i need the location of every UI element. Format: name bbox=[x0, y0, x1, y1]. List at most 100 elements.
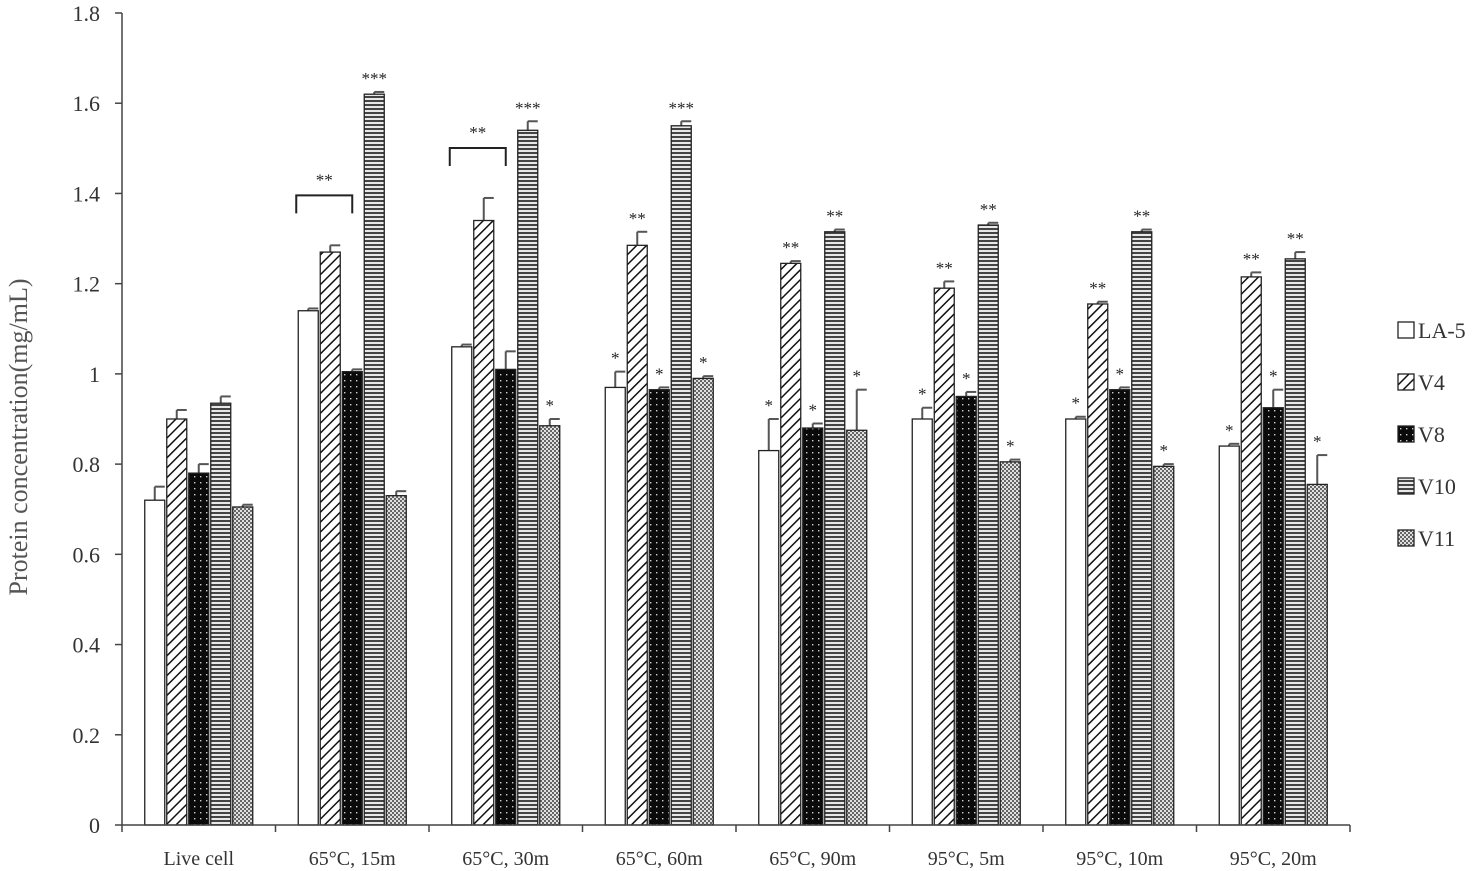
legend-swatch bbox=[1397, 321, 1415, 339]
bar bbox=[1153, 465, 1175, 826]
bar bbox=[1109, 389, 1131, 826]
legend-label: V10 bbox=[1418, 474, 1456, 499]
y-tick-label: 0.4 bbox=[73, 633, 101, 658]
bar bbox=[495, 368, 517, 826]
significance-label: ** bbox=[1243, 249, 1260, 268]
significance-label: * bbox=[1225, 421, 1234, 440]
bar bbox=[232, 506, 254, 826]
bar bbox=[824, 231, 846, 826]
y-tick-label: 0.6 bbox=[73, 542, 101, 567]
bar bbox=[451, 346, 473, 826]
significance-label: * bbox=[699, 353, 708, 372]
axes bbox=[121, 13, 1351, 832]
y-tick-label: 0.2 bbox=[73, 723, 101, 748]
bar bbox=[319, 251, 341, 826]
bar bbox=[166, 418, 188, 826]
category-labels: Live cell 65°C, 15m 65°C, 30m 65°C, 60m 65°C… bbox=[163, 848, 1317, 870]
bar bbox=[1218, 445, 1240, 826]
bar bbox=[1131, 231, 1153, 826]
significance-label: * bbox=[1006, 437, 1015, 456]
significance-label: ** bbox=[980, 200, 997, 219]
significance-label: *** bbox=[362, 69, 388, 88]
bar bbox=[517, 129, 539, 826]
significance-label: ** bbox=[1133, 207, 1150, 226]
bar bbox=[911, 418, 933, 826]
y-tick-label: 1.8 bbox=[73, 1, 101, 26]
bar bbox=[670, 125, 692, 826]
bar bbox=[648, 389, 670, 826]
bar bbox=[1284, 258, 1306, 826]
bar bbox=[1065, 418, 1087, 826]
bar bbox=[692, 377, 714, 826]
bar bbox=[539, 425, 561, 826]
bar bbox=[780, 262, 802, 826]
significance-label: * bbox=[809, 401, 818, 420]
category-label: 65°C, 30m bbox=[462, 848, 549, 870]
significance-label: ** bbox=[936, 258, 953, 277]
significance-label: ** bbox=[1089, 279, 1106, 298]
significance-label: * bbox=[1160, 441, 1169, 460]
y-tick-label: 1.4 bbox=[73, 181, 101, 206]
bar bbox=[604, 386, 626, 826]
bar bbox=[473, 219, 495, 826]
bar bbox=[1087, 303, 1109, 826]
legend-swatch bbox=[1397, 373, 1415, 391]
bracket-label: ** bbox=[316, 170, 333, 189]
significance-label: * bbox=[655, 364, 664, 383]
category-label: 95°C, 20m bbox=[1230, 848, 1317, 870]
bar bbox=[297, 310, 319, 826]
y-tick-label: 0.8 bbox=[73, 452, 101, 477]
significance-label: * bbox=[1116, 364, 1125, 383]
category-label: 65°C, 90m bbox=[769, 848, 856, 870]
significance-label: ** bbox=[629, 209, 646, 228]
significance-label: * bbox=[1269, 367, 1278, 386]
significance-label: * bbox=[1313, 432, 1322, 451]
bar bbox=[1262, 407, 1284, 826]
significance-bracket bbox=[295, 194, 354, 214]
bar bbox=[1240, 276, 1262, 826]
y-tick-label: 1 bbox=[89, 362, 100, 387]
significance-label: * bbox=[918, 385, 927, 404]
bracket-label: ** bbox=[469, 123, 486, 142]
legend-swatch bbox=[1397, 425, 1415, 443]
bar bbox=[188, 472, 210, 826]
legend-label: V8 bbox=[1418, 422, 1445, 447]
y-axis-label: Protein concentration(mg/mL) bbox=[4, 279, 33, 596]
legend-label: V4 bbox=[1418, 370, 1445, 395]
significance-layer: *** *************** * ******* ***** ** *******… bbox=[295, 69, 1322, 460]
legend-label: LA-5 bbox=[1418, 318, 1466, 343]
category-label: 95°C, 10m bbox=[1076, 848, 1163, 870]
significance-bracket bbox=[448, 146, 507, 166]
significance-label: ** bbox=[782, 238, 799, 257]
y-tick-label: 1.2 bbox=[73, 272, 101, 297]
bar bbox=[341, 370, 363, 826]
significance-label: ** bbox=[826, 207, 843, 226]
y-axis-ticks: 0 0.2 0.4 0.6 0.8 1 1.2 1.4 1.6 1.8 bbox=[73, 1, 122, 838]
bar bbox=[846, 429, 868, 826]
significance-label: * bbox=[765, 396, 774, 415]
bars-layer bbox=[144, 90, 1328, 826]
significance-label: * bbox=[546, 396, 555, 415]
bar bbox=[1306, 483, 1328, 826]
significance-label: * bbox=[1072, 394, 1081, 413]
bar bbox=[933, 287, 955, 826]
significance-label: *** bbox=[515, 98, 541, 117]
category-label: 65°C, 15m bbox=[309, 848, 396, 870]
category-label: 95°C, 5m bbox=[928, 848, 1005, 870]
significance-label: * bbox=[611, 349, 620, 368]
category-label: 65°C, 60m bbox=[616, 848, 703, 870]
significance-label: ** bbox=[1287, 229, 1304, 248]
legend: LA-5 V4 V8 V10 V11 bbox=[1397, 318, 1466, 551]
bar bbox=[977, 224, 999, 826]
bar bbox=[385, 495, 407, 826]
legend-swatch bbox=[1397, 529, 1415, 547]
bar bbox=[363, 93, 385, 826]
legend-swatch bbox=[1397, 477, 1415, 495]
significance-label: * bbox=[962, 369, 971, 388]
bar bbox=[210, 402, 232, 826]
significance-label: * bbox=[853, 367, 862, 386]
significance-label: *** bbox=[669, 98, 695, 117]
bar bbox=[955, 395, 977, 826]
category-label: Live cell bbox=[163, 848, 234, 870]
